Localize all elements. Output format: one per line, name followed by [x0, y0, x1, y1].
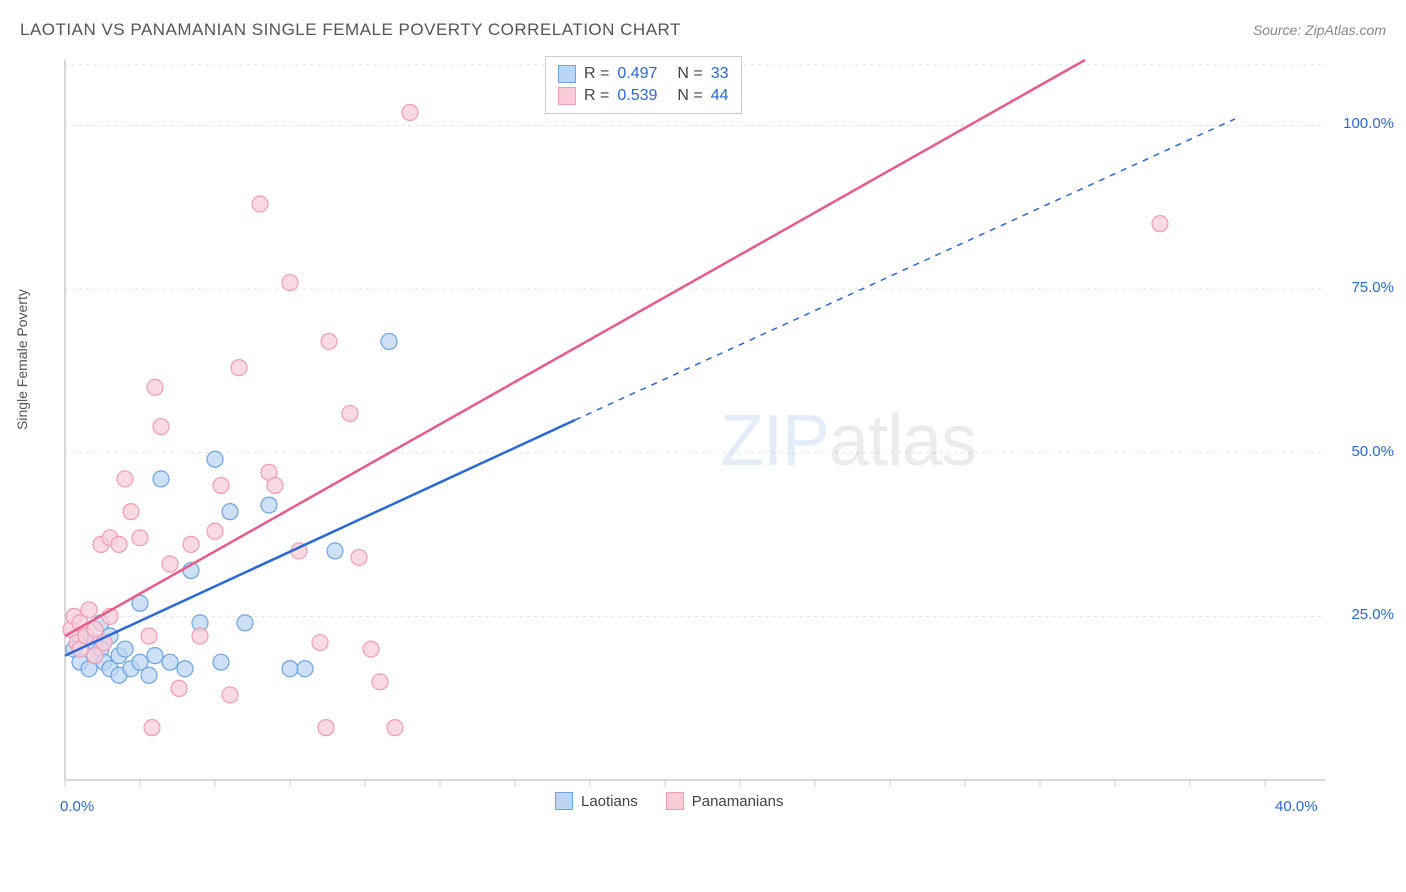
r-label: R = [584, 87, 609, 105]
y-axis-label: Single Female Poverty [14, 289, 30, 430]
y-tick-label: 75.0% [1351, 279, 1394, 296]
x-tick-max: 40.0% [1275, 798, 1318, 815]
r-label: R = [584, 65, 609, 83]
swatch-icon [555, 792, 573, 810]
source-label: Source: ZipAtlas.com [1253, 22, 1386, 38]
scatter-plot [55, 50, 1335, 820]
chart-area [55, 50, 1335, 820]
n-label: N = [677, 65, 702, 83]
chart-header: LAOTIAN VS PANAMANIAN SINGLE FEMALE POVE… [20, 20, 1386, 40]
n-label: N = [677, 87, 702, 105]
legend-item-panamanians: Panamanians [666, 792, 784, 810]
legend-label: Laotians [581, 793, 638, 810]
y-tick-label: 50.0% [1351, 443, 1394, 460]
stats-row-laotians: R = 0.497 N = 33 [558, 63, 729, 85]
swatch-icon [558, 65, 576, 83]
stats-row-panamanians: R = 0.539 N = 44 [558, 85, 729, 107]
swatch-icon [558, 87, 576, 105]
series-legend: Laotians Panamanians [555, 792, 783, 810]
chart-title: LAOTIAN VS PANAMANIAN SINGLE FEMALE POVE… [20, 20, 681, 40]
correlation-stats-box: R = 0.497 N = 33 R = 0.539 N = 44 [545, 56, 742, 114]
r-value: 0.539 [617, 87, 657, 105]
x-tick-min: 0.0% [60, 798, 94, 815]
legend-label: Panamanians [692, 793, 784, 810]
n-value: 33 [711, 65, 729, 83]
legend-item-laotians: Laotians [555, 792, 638, 810]
y-tick-label: 100.0% [1343, 115, 1394, 132]
y-tick-label: 25.0% [1351, 606, 1394, 623]
swatch-icon [666, 792, 684, 810]
n-value: 44 [711, 87, 729, 105]
r-value: 0.497 [617, 65, 657, 83]
